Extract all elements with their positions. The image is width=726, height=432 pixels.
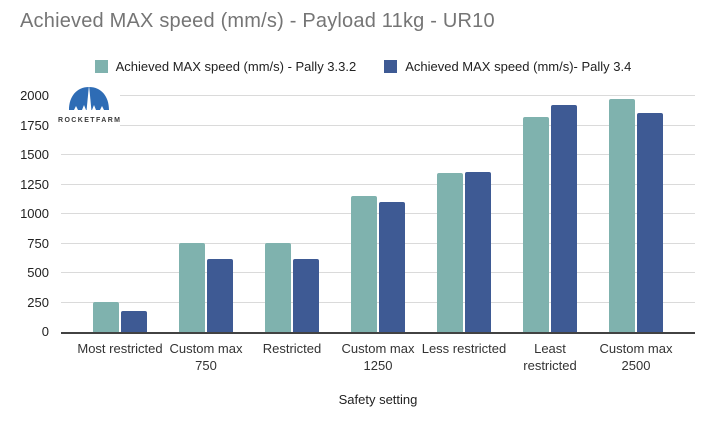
- bar-group-0: [93, 302, 147, 332]
- bar: [293, 259, 319, 332]
- legend-swatch-blue-icon: [384, 60, 398, 73]
- gridline-1000: [61, 213, 695, 214]
- plot-area: [61, 95, 695, 334]
- x-tick-label-2: Restricted: [262, 341, 322, 356]
- x-tick-label-1: Custom max 750: [169, 341, 243, 373]
- bar-group-5: [523, 105, 577, 332]
- bar-group-3: [351, 196, 405, 332]
- gridline-1500: [61, 154, 695, 155]
- gridline-250: [61, 301, 695, 303]
- y-tick-label-1000: 1000: [20, 206, 49, 221]
- gridline-1750: [61, 124, 695, 126]
- y-tick-label-0: 0: [41, 324, 49, 339]
- bar: [379, 202, 405, 332]
- y-tick-label-1500: 1500: [20, 147, 49, 162]
- bar: [265, 243, 291, 332]
- bar: [551, 105, 577, 332]
- logo-text: ROCKETFARM: [58, 117, 122, 124]
- y-tick-label-250: 250: [27, 294, 49, 310]
- x-tick-label-3: Custom max 1250: [341, 341, 415, 373]
- legend-item-pally-332: Achieved MAX speed (mm/s) - Pally 3.3.2: [94, 59, 357, 74]
- x-tick-label-5: Least restricted: [523, 341, 577, 373]
- bar: [437, 173, 463, 332]
- x-tick-label-0: Most restricted: [77, 341, 163, 356]
- x-tick-label-6: Custom max 2500: [599, 341, 673, 373]
- y-tick-label-1750: 1750: [20, 117, 49, 133]
- bar: [207, 259, 233, 332]
- x-tick-label-4: Less restricted: [421, 341, 507, 356]
- bar: [523, 117, 549, 332]
- gridline-1250: [61, 183, 695, 185]
- bar-group-6: [609, 99, 663, 332]
- x-axis-title: Safety setting: [338, 392, 418, 407]
- chart-title: Achieved MAX speed (mm/s) - Payload 11kg…: [20, 10, 495, 32]
- legend: Achieved MAX speed (mm/s) - Pally 3.3.2 …: [0, 59, 726, 74]
- gridline-750: [61, 242, 695, 244]
- legend-label: Achieved MAX speed (mm/s)- Pally 3.4: [405, 59, 632, 74]
- legend-item-pally-34: Achieved MAX speed (mm/s)- Pally 3.4: [384, 59, 631, 74]
- bar: [351, 196, 377, 332]
- y-tick-label-2000: 2000: [20, 88, 49, 103]
- bar: [465, 172, 491, 332]
- bar: [179, 243, 205, 332]
- bar: [609, 99, 635, 332]
- gridline-500: [61, 272, 695, 273]
- bar: [93, 302, 119, 332]
- bar: [121, 311, 147, 332]
- bar-group-2: [265, 243, 319, 332]
- gridline-2000: [61, 95, 695, 96]
- bar-groups: [61, 96, 695, 332]
- x-axis-labels: Most restricted Custom max 750 Restricted C…: [61, 340, 695, 374]
- y-tick-label-750: 750: [27, 235, 49, 251]
- y-tick-label-500: 500: [27, 265, 49, 280]
- legend-swatch-teal-icon: [94, 60, 108, 73]
- bar-group-4: [437, 172, 491, 332]
- y-tick-label-1250: 1250: [20, 176, 49, 192]
- bar-group-1: [179, 243, 233, 332]
- rocketfarm-logo: ROCKETFARM: [58, 85, 120, 126]
- legend-label: Achieved MAX speed (mm/s) - Pally 3.3.2: [115, 59, 357, 74]
- rocketfarm-rocket-icon: [69, 85, 109, 110]
- bar: [637, 113, 663, 332]
